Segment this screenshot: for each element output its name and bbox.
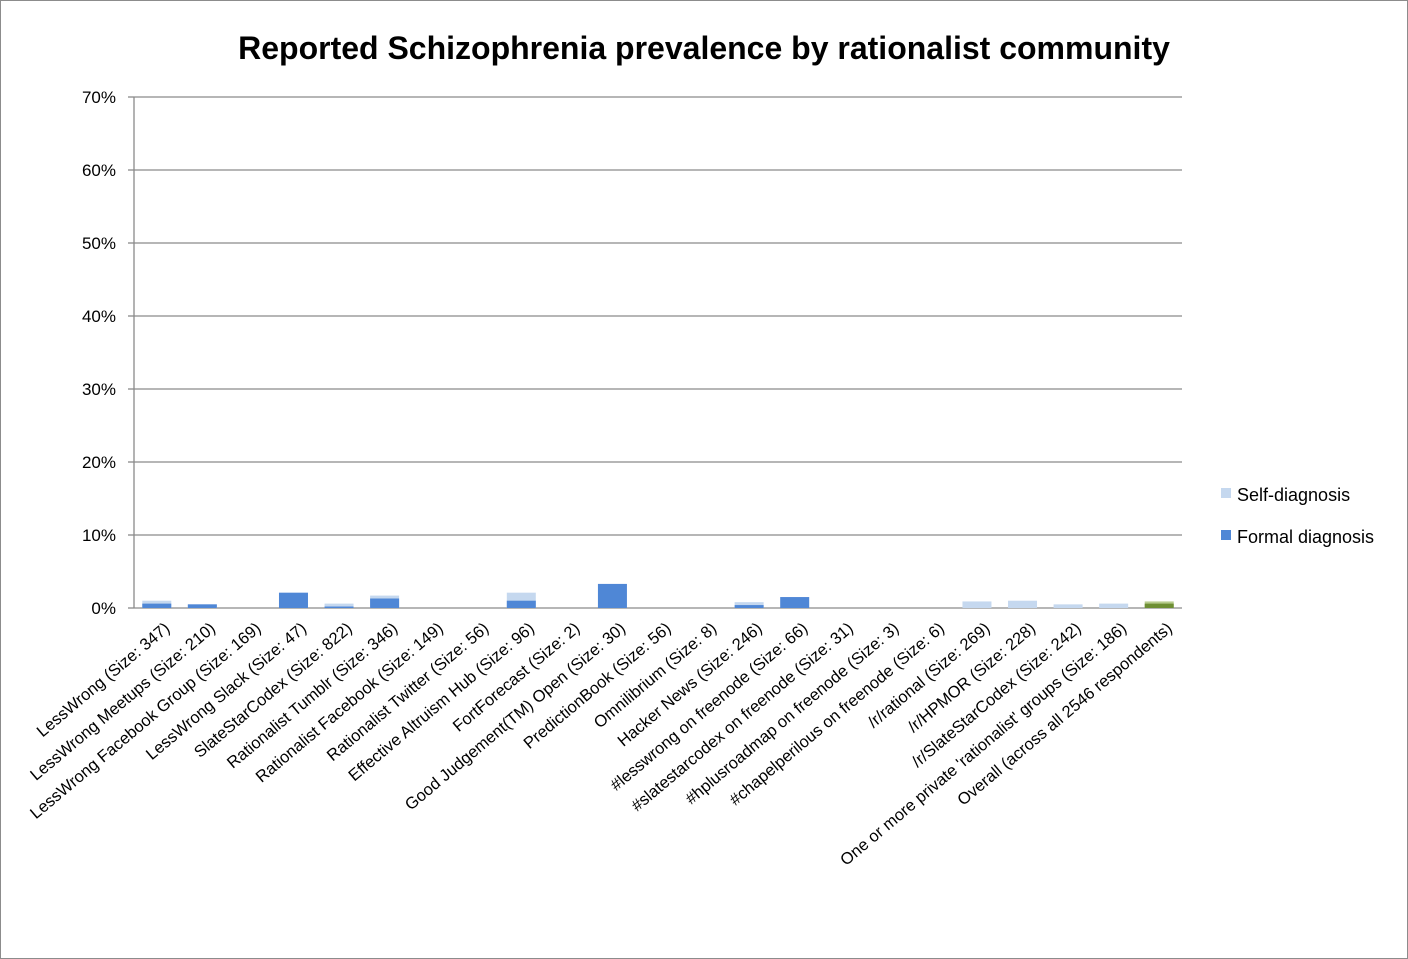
y-tick-label: 50% — [82, 234, 116, 253]
legend: Self-diagnosis Formal diagnosis — [1221, 485, 1374, 547]
x-category-label: LessWrong Meetups (Size: 210) — [27, 619, 219, 784]
y-tick-label: 10% — [82, 526, 116, 545]
bar-formal-diagnosis — [506, 600, 536, 608]
legend-label: Self-diagnosis — [1237, 485, 1350, 505]
legend-label: Formal diagnosis — [1237, 527, 1374, 547]
y-tick-label: 20% — [82, 453, 116, 472]
bar-formal-diagnosis — [187, 604, 217, 608]
bar-formal-diagnosis — [142, 603, 172, 608]
bar-self-diagnosis — [324, 603, 354, 608]
bar-formal-diagnosis — [1144, 603, 1174, 608]
bar-formal-diagnosis — [370, 598, 400, 608]
y-tick-label: 30% — [82, 380, 116, 399]
y-tick-label: 40% — [82, 307, 116, 326]
bar-self-diagnosis — [1008, 600, 1038, 608]
y-tick-label: 60% — [82, 161, 116, 180]
bar-formal-diagnosis — [780, 597, 810, 608]
bar-formal-diagnosis — [324, 606, 354, 608]
bar-formal-diagnosis — [597, 583, 627, 608]
x-axis-labels: LessWrong (Size: 347)LessWrong Meetups (… — [27, 619, 1176, 869]
y-tick-label: 70% — [82, 88, 116, 107]
bars — [142, 583, 1174, 608]
legend-swatch — [1221, 488, 1231, 498]
bar-self-diagnosis — [734, 602, 764, 608]
y-axis-ticks: 0% 10% 20% 30% 40% 50% 60% 70% — [82, 88, 116, 618]
chart-title: Reported Schizophrenia prevalence by rat… — [238, 30, 1170, 66]
bar-self-diagnosis — [962, 601, 992, 608]
bar-self-diagnosis — [1099, 603, 1129, 608]
y-tick-label: 0% — [91, 599, 116, 618]
bar-formal-diagnosis — [278, 592, 308, 608]
bar-formal-diagnosis — [734, 605, 764, 608]
legend-swatch — [1221, 530, 1231, 540]
gridlines — [128, 96, 1182, 609]
bar-self-diagnosis — [1053, 604, 1083, 608]
